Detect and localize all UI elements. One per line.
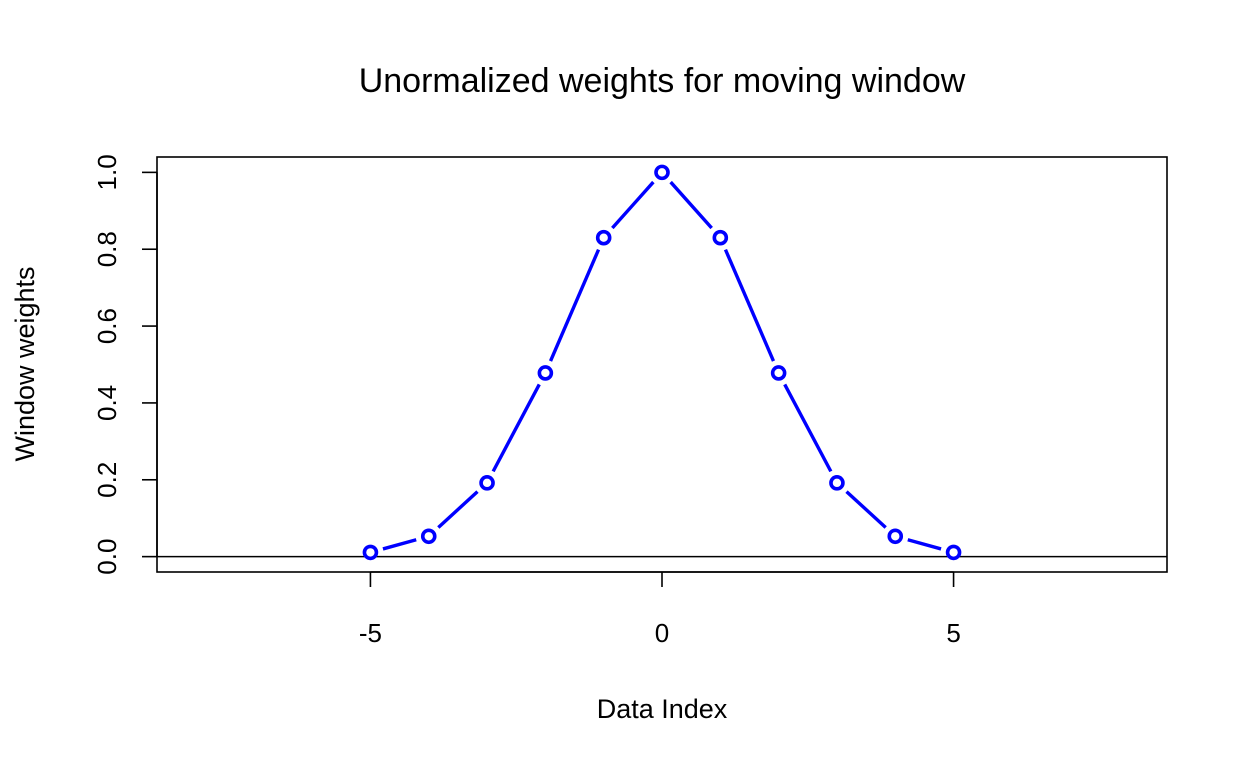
series-line-segment [491,383,541,473]
data-point [945,544,962,561]
series-line-segment [437,490,479,529]
data-point [770,365,787,381]
plot-frame [156,156,1168,573]
y-tick-label: 1.0 [92,154,122,190]
data-point [887,528,904,545]
x-tick-label: -5 [359,618,382,648]
y-tick-label: 0.6 [92,308,122,344]
y-tick-label: 0.0 [92,539,122,575]
series-line-segment [548,248,601,362]
data-point [712,229,729,246]
y-axis-label: Window weights [10,266,40,461]
data-point [829,475,845,491]
series-line-segment [845,490,887,529]
data-point [595,229,612,246]
chart-title: Unormalized weights for moving window [359,62,966,100]
data-point [537,365,554,381]
series-line-segment [611,180,655,230]
x-axis-label: Data Index [597,694,728,724]
data-point [420,528,437,545]
y-tick-label: 0.4 [92,385,122,421]
series-line-segment [723,248,776,362]
y-tick-label: 0.2 [92,462,122,498]
data-point [479,475,495,491]
series-layer [362,164,962,561]
series-line-segment [783,383,833,473]
x-tick-label: 0 [655,618,669,648]
x-tick-label: 5 [946,618,960,648]
series-line-segment [382,538,417,551]
data-point [362,544,379,561]
data-point [654,164,670,181]
axes-layer: -5 0 5 0.0 0.2 0.4 0.6 0.8 1.0 [92,154,1167,648]
y-tick-label: 0.8 [92,231,122,267]
series-line-segment [669,180,713,230]
series-line-segment [907,538,942,551]
